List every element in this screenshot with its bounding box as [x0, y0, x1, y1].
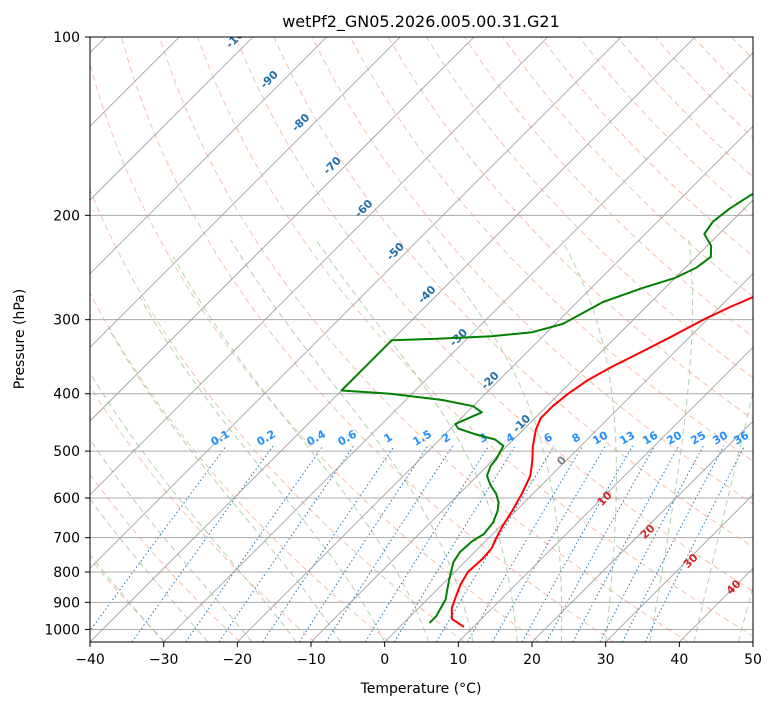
y-tick-label: 200: [53, 208, 80, 224]
y-tick-label: 800: [53, 565, 80, 581]
mixing-ratio-line: [467, 445, 584, 642]
mixing-ratio-line: [621, 445, 725, 642]
x-tick-label: 50: [744, 652, 762, 668]
x-tick-label: 40: [670, 652, 688, 668]
dry-adiabat-line: [90, 292, 390, 642]
isotherm-line: [90, 37, 622, 569]
dry-adiabat-line: [464, 37, 753, 338]
x-tick-label: −10: [296, 652, 326, 668]
y-tick-label: 700: [53, 531, 80, 547]
moist-adiabat-line: [315, 239, 518, 642]
mixing-ratio-line: [435, 445, 555, 642]
mixing-ratio-line: [364, 445, 490, 642]
y-axis-title: Pressure (hPa): [12, 289, 28, 389]
y-tick-label: 1000: [44, 622, 80, 638]
dry-adiabat-line: [159, 37, 689, 642]
y-tick-label: 500: [53, 444, 80, 460]
mixing-ratio-line: [262, 445, 395, 642]
isotherm-line: [90, 37, 401, 348]
mixing-ratio-line: [298, 445, 429, 642]
moist-adiabat-line: [90, 498, 209, 642]
moist-adiabat-line: [107, 327, 341, 642]
x-tick-label: −30: [149, 652, 179, 668]
x-tick-label: 0: [380, 652, 389, 668]
moist-adiabat-line: [693, 390, 753, 642]
mixing-ratio-line: [185, 445, 324, 642]
y-tick-label: 300: [53, 313, 80, 329]
moist-adiabat-line: [230, 239, 474, 642]
isotherm-line: [90, 37, 548, 496]
isotherm-line: [90, 37, 254, 201]
y-tick-label: 600: [53, 491, 80, 507]
isotherm-line: [237, 125, 753, 642]
dry-adiabat-line: [425, 37, 753, 379]
x-tick-label: 30: [597, 652, 615, 668]
x-tick-label: 10: [449, 652, 467, 668]
isotherm-line: [90, 37, 327, 275]
moist-adiabat-line: [426, 239, 563, 642]
mixing-ratio-line: [545, 445, 656, 642]
isotherm-line: [90, 37, 475, 422]
x-tick-label: −40: [75, 652, 105, 668]
moist-adiabat-line: [172, 256, 430, 642]
background-lines: [90, 37, 753, 642]
x-tick-label: 20: [523, 652, 541, 668]
isotherm-line: [605, 494, 753, 642]
moist-adiabat-line: [90, 371, 297, 642]
dry-adiabat-line: [387, 37, 753, 420]
dry-adiabat-line: [273, 37, 753, 548]
profile-lines: [340, 192, 753, 628]
mixing-ratio-line: [644, 445, 746, 642]
y-tick-label: 100: [53, 30, 80, 46]
dry-adiabat-line: [349, 37, 753, 462]
moist-adiabat-line: [649, 239, 693, 642]
isotherm-line: [163, 52, 753, 642]
mixing-ratio-line: [325, 445, 454, 642]
dry-adiabat-line: [90, 473, 241, 642]
dewpoint-profile-line: [340, 192, 753, 624]
dry-adiabat-line: [311, 37, 753, 505]
mixing-ratio-line: [218, 445, 355, 642]
y-tick-label: 900: [53, 595, 80, 611]
plot-frame: [89, 36, 754, 643]
isotherm-line: [310, 199, 753, 642]
isotherm-line: [384, 273, 753, 642]
dry-adiabat-line: [120, 37, 614, 642]
dry-adiabat-line: [90, 385, 316, 642]
mixing-ratio-line: [131, 445, 274, 642]
moist-adiabat-line: [90, 553, 165, 642]
temperature-profile-line: [450, 296, 753, 628]
dry-adiabat-line: [90, 188, 465, 642]
dry-adiabat-line: [502, 37, 753, 298]
moist-adiabat-line: [139, 297, 386, 642]
y-tick-label: 400: [53, 387, 80, 403]
dry-adiabat-line: [235, 37, 753, 592]
mixing-ratio-line: [521, 445, 633, 642]
moist-adiabat-line: [90, 438, 253, 642]
x-axis-title: Temperature (°C): [360, 681, 482, 697]
x-tick-label: −20: [223, 652, 253, 668]
isotherm-line: [531, 420, 753, 642]
isotherm-line: [458, 346, 753, 642]
chart-title: wetPf2_GN05.2026.005.00.31.G21: [282, 12, 560, 32]
axes: −40 −30 −20 −10 0 10 20 30 40 50 100 200 300 400 500 60…: [44, 30, 762, 668]
dry-adiabat-line: [90, 62, 540, 642]
